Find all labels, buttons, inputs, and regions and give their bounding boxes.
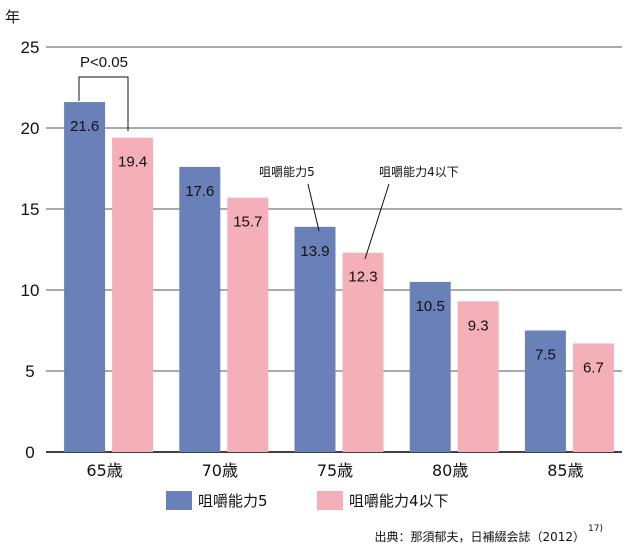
value-labels: 21.6 19.4 17.6 15.7 13.9 12.3 10.5 9.3 7.5 6.7 [70,118,604,376]
significance-bracket [78,76,129,131]
source-citation: 出典：那須郁夫，日補綴会誌（2012） 17) [374,524,603,544]
bar-value-label: 21.6 [70,118,99,135]
bar-series-1 [524,330,566,452]
bar-value-label: 7.5 [535,347,556,364]
bar-series-1 [64,102,106,452]
legend-swatch-series-2 [317,491,343,510]
legend-swatch-series-1 [166,491,192,510]
significance-label: P<0.05 [80,54,128,71]
y-tick-label: 5 [25,362,34,381]
legend: 咀嚼能力5 咀嚼能力4以下 [166,491,449,510]
bar-series-1 [294,226,336,452]
bars [64,102,614,452]
bar-value-label: 19.4 [118,154,147,171]
bar-value-label: 12.3 [348,269,377,286]
y-axis-unit-label: 年 [5,8,20,26]
bar-value-label: 10.5 [416,298,445,315]
y-tick-label: 15 [21,200,40,219]
x-category-label: 85歳 [547,461,583,480]
bar-series-2 [572,343,614,452]
bar-value-label: 15.7 [233,214,262,231]
y-tick-label: 0 [25,443,34,462]
x-category-label: 65歳 [86,461,122,480]
callout-leader-1 [307,183,320,232]
y-tick-label: 25 [21,38,40,57]
bar-value-label: 13.9 [300,243,329,260]
x-category-label: 75歳 [317,461,353,480]
significance-annotation: P<0.05 [78,54,129,131]
y-axis-ticks: 0 5 10 15 20 25 [21,38,40,462]
bar-series-2 [342,252,384,452]
bar-series-2 [457,301,499,452]
series-callouts: 咀嚼能力5 咀嚼能力4以下 [259,165,459,260]
source-reference: 17) [588,524,603,534]
bar-value-label: 9.3 [468,317,489,334]
bar-series-2 [227,197,269,452]
bar-series-1 [409,281,451,452]
bar-value-label: 17.6 [185,183,214,200]
x-category-label: 80歳 [432,461,468,480]
source-text: 出典：那須郁夫，日補綴会誌（2012） [374,529,585,544]
y-tick-label: 20 [21,119,40,138]
bar-value-label: 6.7 [583,359,604,376]
legend-label-series-2: 咀嚼能力4以下 [349,492,449,510]
callout-leader-2 [364,183,390,260]
x-category-label: 70歳 [202,461,238,480]
callout-series-2: 咀嚼能力4以下 [379,165,459,179]
callout-series-1: 咀嚼能力5 [259,165,315,179]
y-tick-label: 10 [21,281,40,300]
legend-label-series-1: 咀嚼能力5 [198,492,268,510]
bar-series-2 [112,137,154,452]
bar-series-1 [179,166,221,452]
x-axis-categories: 65歳 70歳 75歳 80歳 85歳 [86,461,583,480]
